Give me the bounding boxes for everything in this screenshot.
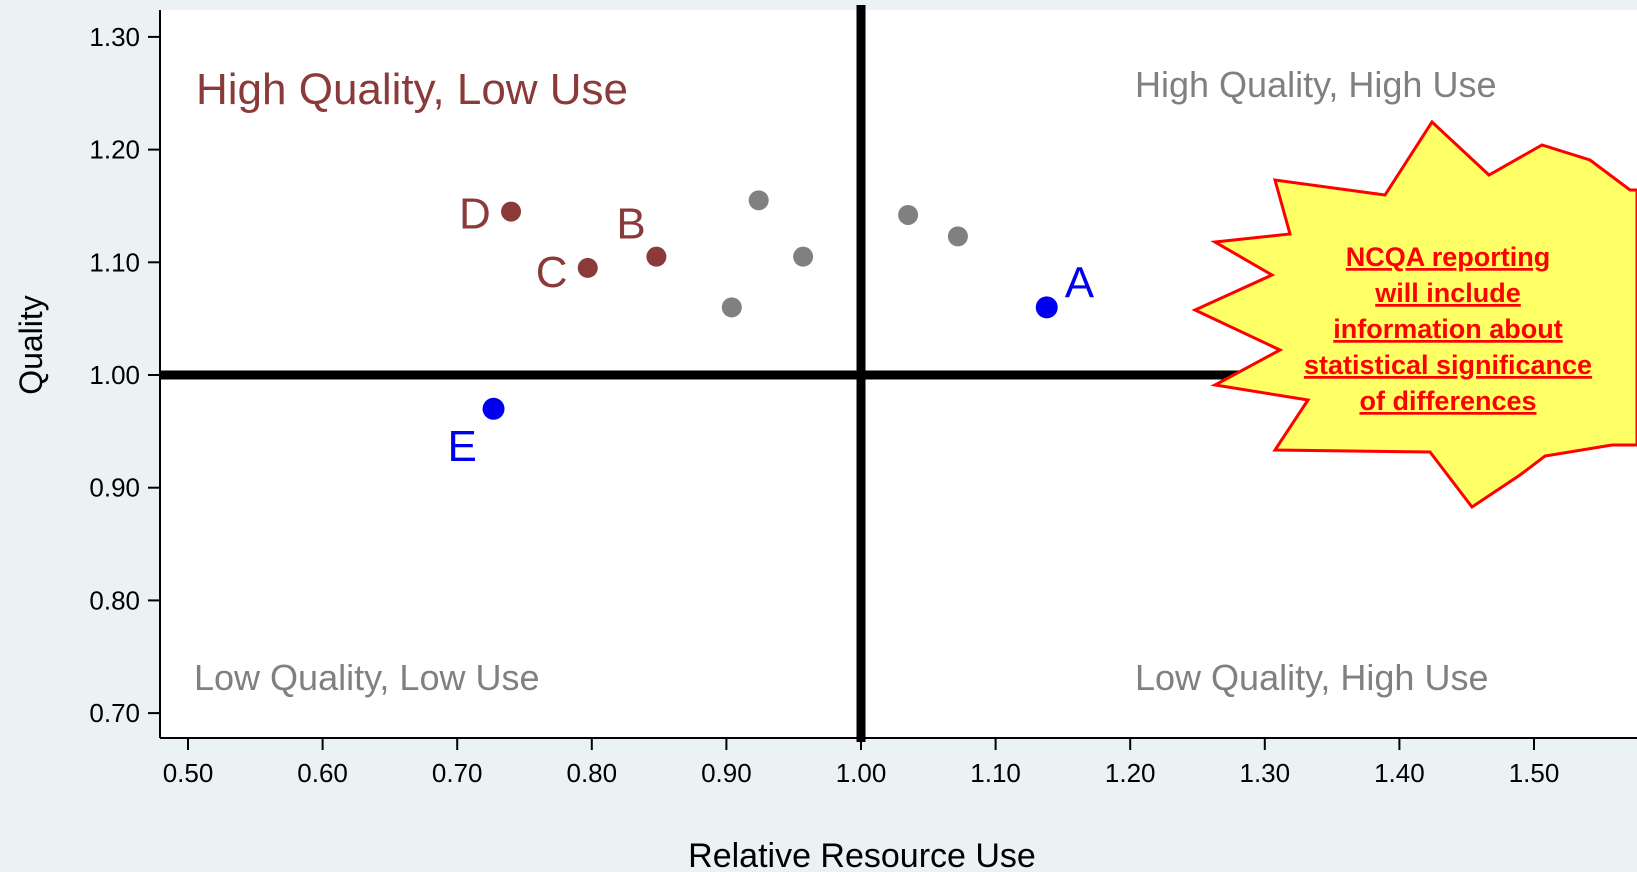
callout-text-line: information about <box>1333 314 1562 344</box>
data-point <box>482 397 505 420</box>
x-tick-label: 0.70 <box>432 758 483 788</box>
data-point <box>898 204 919 225</box>
data-point <box>947 226 968 247</box>
quadrant-label-top-right: High Quality, High Use <box>1135 64 1496 105</box>
x-tick-label: 1.00 <box>836 758 887 788</box>
x-tick-label: 0.90 <box>701 758 752 788</box>
callout-burst: NCQA reporting will include information ab… <box>1191 119 1637 510</box>
x-tick-label: 1.30 <box>1239 758 1290 788</box>
callout-text-line: NCQA reporting <box>1346 242 1551 272</box>
quadrant-labels: High Quality, Low Use High Quality, High … <box>194 64 1496 698</box>
data-point <box>748 190 769 211</box>
data-point <box>1035 296 1058 319</box>
callout-burst-shape <box>1191 119 1637 510</box>
callout-text-line: statistical significance <box>1304 350 1592 380</box>
y-tick-label: 1.10 <box>89 247 140 277</box>
x-tick-label: 0.60 <box>297 758 348 788</box>
y-tick-label: 0.80 <box>89 585 140 615</box>
axes: 0.70 0.80 0.90 1.00 1.10 1.20 1.30 0.50 0.60 0.70… <box>89 10 1637 788</box>
y-tick-label: 1.20 <box>89 135 140 165</box>
x-tick-label: 0.80 <box>566 758 617 788</box>
point-label: D <box>459 190 491 239</box>
data-point <box>501 201 522 222</box>
point-label: A <box>1065 258 1095 307</box>
x-tick-label: 0.50 <box>163 758 214 788</box>
y-tick-label: 1.00 <box>89 360 140 390</box>
data-point <box>721 297 742 318</box>
x-tick-label: 1.20 <box>1105 758 1156 788</box>
x-tick-label: 1.40 <box>1374 758 1425 788</box>
y-axis-title: Quality <box>13 295 49 395</box>
quadrant-label-bottom-right: Low Quality, High Use <box>1135 657 1488 698</box>
y-tick-label: 0.70 <box>89 698 140 728</box>
point-label: E <box>448 422 477 471</box>
y-tick-label: 1.30 <box>89 22 140 52</box>
point-label: B <box>616 200 645 249</box>
x-tick-label: 1.10 <box>970 758 1021 788</box>
point-label: C <box>536 248 568 297</box>
data-point <box>577 257 598 278</box>
data-points: DCB A E <box>448 190 1095 471</box>
callout-text-line: will include <box>1374 278 1521 308</box>
quadrant-label-bottom-left: Low Quality, Low Use <box>194 657 539 698</box>
data-point <box>646 246 667 267</box>
data-point <box>793 246 814 267</box>
x-tick-label: 1.50 <box>1509 758 1560 788</box>
quadrant-label-top-left: High Quality, Low Use <box>196 65 628 114</box>
x-axis-title: Relative Resource Use <box>688 837 1036 872</box>
callout-text-line: of differences <box>1359 386 1536 416</box>
y-tick-label: 0.90 <box>89 473 140 503</box>
